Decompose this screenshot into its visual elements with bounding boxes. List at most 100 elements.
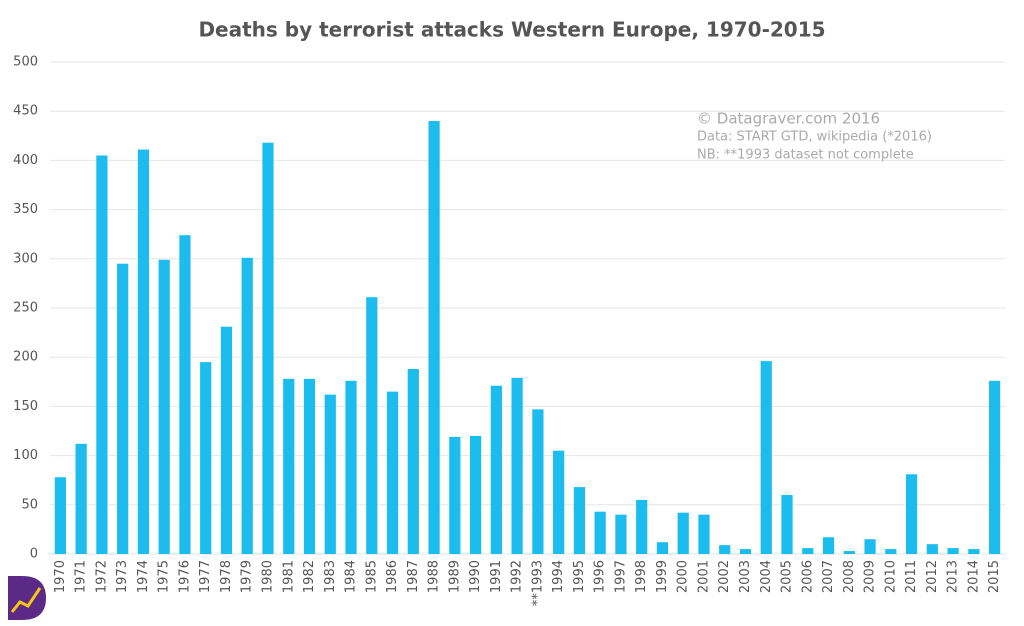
x-tick-label: 2002 [717, 560, 732, 593]
bar [636, 499, 648, 554]
bar [802, 548, 814, 554]
bar [220, 326, 233, 554]
x-tick-label: 1970 [53, 560, 68, 593]
x-tick-label: **1993 [530, 560, 545, 606]
annotation: Data: START GTD, wikipedia (*2016) [697, 130, 932, 145]
x-tick-label: 1980 [260, 560, 275, 593]
bar [428, 121, 440, 554]
x-tick-label: 1985 [364, 560, 379, 593]
bar [241, 257, 253, 554]
bar [179, 235, 191, 554]
x-tick-label: 2012 [925, 560, 940, 593]
bar [677, 512, 689, 554]
x-tick-label: 1981 [281, 560, 296, 593]
y-tick-label: 150 [13, 399, 38, 414]
x-tick-label: 1987 [406, 560, 421, 593]
x-tick-label: 2015 [987, 560, 1002, 593]
y-tick-label: 450 [13, 104, 38, 119]
bar [781, 494, 793, 554]
x-tick-label: 1978 [219, 560, 234, 593]
x-tick-label: 1974 [136, 560, 151, 593]
y-tick-label: 500 [13, 55, 38, 70]
bar [386, 391, 399, 554]
x-tick-label: 2003 [738, 560, 753, 593]
bar [407, 369, 419, 554]
bar [117, 263, 129, 554]
x-tick-label: 1975 [157, 560, 172, 593]
y-tick-label: 300 [13, 251, 38, 266]
x-tick-label: 2011 [904, 560, 919, 593]
bar [968, 549, 980, 554]
x-tick-label: 2007 [821, 560, 836, 593]
bar [283, 378, 295, 554]
bar [594, 511, 606, 554]
y-tick-label: 50 [21, 497, 38, 512]
x-tick-label: 1989 [447, 560, 462, 593]
x-tick-label: 1997 [613, 560, 628, 593]
x-tick-label: 2013 [946, 560, 961, 593]
annotation: © Datagraver.com 2016 [697, 110, 880, 128]
bar [947, 548, 959, 554]
bar [989, 380, 1001, 554]
x-tick-label: 1984 [344, 560, 359, 593]
x-tick-label: 1976 [177, 560, 192, 593]
bar [449, 436, 461, 554]
bar [698, 514, 710, 554]
bar [324, 394, 336, 554]
bar [905, 474, 918, 554]
x-tick-label: 2001 [696, 560, 711, 593]
bar [843, 551, 855, 554]
x-tick-label: 1999 [655, 560, 670, 593]
bar [490, 385, 502, 554]
y-tick-label: 100 [13, 448, 38, 463]
bar [96, 155, 108, 555]
bar [54, 477, 66, 554]
bar [200, 362, 212, 554]
y-tick-label: 350 [13, 202, 38, 217]
x-tick-label: 1988 [427, 560, 442, 593]
x-tick-label: 1979 [240, 560, 255, 593]
bar [822, 537, 835, 554]
x-tick-label: 1995 [572, 560, 587, 593]
bar [885, 549, 897, 554]
bar [656, 542, 669, 554]
x-tick-label: 1977 [198, 560, 213, 593]
x-tick-label: 1998 [634, 560, 649, 593]
x-tick-label: 2006 [800, 560, 815, 593]
bar [864, 539, 876, 554]
x-tick-label: 2000 [676, 560, 691, 593]
x-tick-label: 1996 [593, 560, 608, 593]
bar [262, 142, 274, 555]
x-tick-label: 2010 [883, 560, 898, 593]
bar [75, 443, 87, 554]
bar [511, 377, 523, 554]
bar [469, 435, 482, 554]
bar [739, 549, 752, 554]
y-tick-label: 400 [13, 153, 38, 168]
x-tick-label: 1971 [74, 560, 89, 593]
bar [366, 297, 378, 554]
bar [553, 450, 565, 554]
bar [719, 545, 731, 554]
x-tick-label: 1994 [551, 560, 566, 593]
bar [573, 487, 586, 554]
y-tick-label: 250 [13, 301, 38, 316]
x-tick-label: 2008 [842, 560, 857, 593]
x-tick-label: 1983 [323, 560, 338, 593]
annotation: NB: **1993 dataset not complete [697, 148, 914, 163]
chart-title: Deaths by terrorist attacks Western Euro… [198, 18, 825, 42]
x-tick-label: 1972 [94, 560, 109, 593]
x-tick-label: 2005 [780, 560, 795, 593]
x-tick-label: 1992 [510, 560, 525, 593]
x-tick-label: 1973 [115, 560, 130, 593]
logo-line [10, 587, 42, 613]
logo [8, 576, 46, 620]
x-tick-label: 1986 [385, 560, 400, 593]
x-tick-label: 2009 [863, 560, 878, 593]
bar [158, 259, 170, 554]
x-tick-label: 2014 [966, 560, 981, 593]
bar [345, 380, 357, 554]
bar [926, 544, 938, 554]
y-tick-label: 0 [30, 547, 38, 562]
